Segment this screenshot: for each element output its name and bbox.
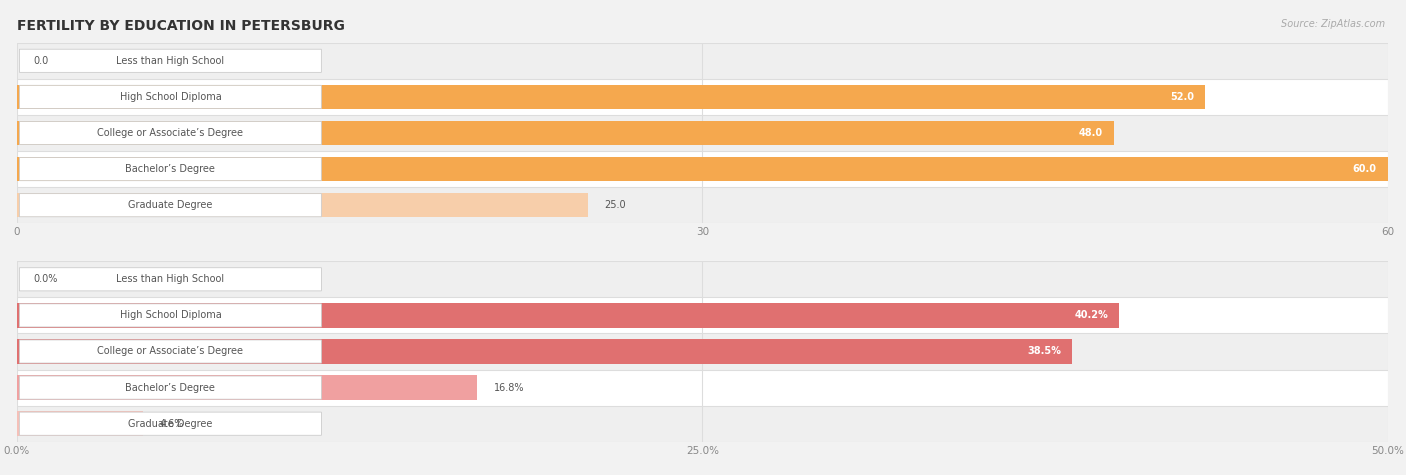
Text: 48.0: 48.0 xyxy=(1078,128,1102,138)
FancyBboxPatch shape xyxy=(17,43,1388,79)
Bar xyxy=(17,339,1073,364)
Text: High School Diploma: High School Diploma xyxy=(120,310,221,321)
Text: High School Diploma: High School Diploma xyxy=(120,92,221,102)
Text: Source: ZipAtlas.com: Source: ZipAtlas.com xyxy=(1281,19,1385,29)
Text: 38.5%: 38.5% xyxy=(1028,346,1062,357)
Text: 52.0: 52.0 xyxy=(1170,92,1194,102)
FancyBboxPatch shape xyxy=(20,49,322,72)
FancyBboxPatch shape xyxy=(17,187,1388,223)
Text: 60.0: 60.0 xyxy=(1353,164,1376,174)
Text: 0.0%: 0.0% xyxy=(34,274,58,285)
Text: Bachelor’s Degree: Bachelor’s Degree xyxy=(125,382,215,393)
FancyBboxPatch shape xyxy=(20,86,322,108)
Bar xyxy=(17,85,1205,109)
Bar xyxy=(17,193,588,218)
FancyBboxPatch shape xyxy=(20,304,322,327)
Text: 16.8%: 16.8% xyxy=(494,382,524,393)
FancyBboxPatch shape xyxy=(20,376,322,399)
FancyBboxPatch shape xyxy=(17,333,1388,370)
FancyBboxPatch shape xyxy=(17,406,1388,442)
FancyBboxPatch shape xyxy=(20,268,322,291)
Text: 25.0: 25.0 xyxy=(605,200,626,210)
Text: Less than High School: Less than High School xyxy=(117,56,225,66)
Text: 40.2%: 40.2% xyxy=(1074,310,1108,321)
Text: Graduate Degree: Graduate Degree xyxy=(128,418,212,429)
FancyBboxPatch shape xyxy=(20,158,322,180)
Bar xyxy=(17,157,1388,181)
Bar xyxy=(17,303,1119,328)
FancyBboxPatch shape xyxy=(20,122,322,144)
FancyBboxPatch shape xyxy=(17,79,1388,115)
Text: Graduate Degree: Graduate Degree xyxy=(128,200,212,210)
FancyBboxPatch shape xyxy=(17,115,1388,151)
Text: Less than High School: Less than High School xyxy=(117,274,225,285)
FancyBboxPatch shape xyxy=(17,151,1388,187)
FancyBboxPatch shape xyxy=(20,194,322,217)
Text: 4.6%: 4.6% xyxy=(159,418,184,429)
Text: Bachelor’s Degree: Bachelor’s Degree xyxy=(125,164,215,174)
Text: College or Associate’s Degree: College or Associate’s Degree xyxy=(97,128,243,138)
Text: 0.0: 0.0 xyxy=(34,56,49,66)
FancyBboxPatch shape xyxy=(17,370,1388,406)
Bar xyxy=(17,121,1114,145)
FancyBboxPatch shape xyxy=(20,340,322,363)
Text: FERTILITY BY EDUCATION IN PETERSBURG: FERTILITY BY EDUCATION IN PETERSBURG xyxy=(17,19,344,33)
FancyBboxPatch shape xyxy=(20,412,322,435)
Bar xyxy=(17,411,143,436)
Bar xyxy=(17,375,478,400)
Text: College or Associate’s Degree: College or Associate’s Degree xyxy=(97,346,243,357)
FancyBboxPatch shape xyxy=(17,261,1388,297)
FancyBboxPatch shape xyxy=(17,297,1388,333)
